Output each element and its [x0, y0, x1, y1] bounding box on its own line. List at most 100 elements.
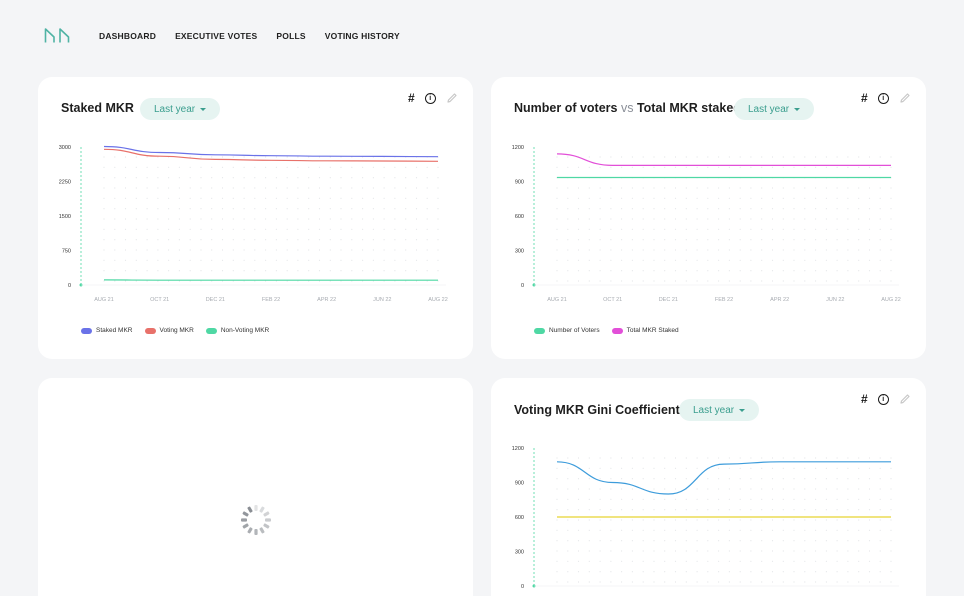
grid-dot	[664, 249, 666, 251]
grid-dot	[329, 166, 331, 168]
grid-dot	[588, 457, 590, 459]
nav-executive-votes[interactable]: EXECUTIVE VOTES	[175, 31, 258, 41]
grid-dot	[577, 540, 580, 542]
grid-dot	[761, 187, 763, 189]
grid-dot	[275, 156, 277, 158]
maker-logo[interactable]	[44, 27, 70, 44]
grid-dot	[707, 540, 709, 542]
grid-dot	[750, 197, 752, 199]
grid-dot	[577, 280, 580, 282]
grid-dot	[664, 519, 666, 521]
grid-dot	[642, 228, 644, 230]
grid-dot	[405, 208, 407, 210]
grid-dot	[728, 228, 730, 230]
grid-dot	[642, 478, 644, 480]
legend-item[interactable]: Non-Voting MKR	[205, 327, 269, 334]
grid-dot	[135, 259, 137, 261]
grid-dots	[103, 156, 439, 282]
grid-dot	[567, 550, 569, 552]
grid-dot	[103, 156, 105, 158]
legend-item[interactable]: Staked MKR	[81, 327, 133, 334]
grid-dot	[124, 239, 127, 241]
time-range-dropdown[interactable]: Last year	[140, 98, 221, 120]
nav-voting-history[interactable]: VOTING HISTORY	[324, 31, 400, 41]
grid-dot	[868, 467, 871, 469]
grid-dot	[567, 498, 569, 500]
legend-item[interactable]: Number of Voters	[534, 327, 600, 334]
grid-dot	[653, 187, 655, 189]
grid-dot	[329, 218, 331, 220]
grid-dot	[631, 529, 633, 531]
info-icon[interactable]: i	[424, 92, 436, 104]
grid-dot	[728, 166, 730, 168]
grid-dot	[685, 280, 687, 282]
grid-dot	[804, 571, 806, 573]
nav-dashboard[interactable]: DASHBOARD	[99, 31, 157, 41]
grid-dot	[771, 529, 774, 531]
info-icon[interactable]: i	[877, 92, 889, 104]
grid-dot	[567, 467, 569, 469]
pencil-icon[interactable]	[899, 92, 911, 104]
grid-dot	[685, 478, 687, 480]
grid-dot	[793, 249, 795, 251]
grid-dot	[847, 488, 849, 490]
grid-dot	[685, 239, 687, 241]
grid-dot	[415, 270, 418, 272]
grid-dot	[847, 529, 849, 531]
grid-dot	[825, 467, 827, 469]
grid-dot	[621, 187, 623, 189]
info-icon[interactable]: i	[877, 393, 889, 405]
grid-dot	[631, 467, 633, 469]
grid-dot	[793, 509, 795, 511]
hash-toggle-button[interactable]: #	[861, 91, 868, 105]
grid-dot	[718, 560, 720, 562]
grid-dot	[232, 259, 234, 261]
grid-dot	[707, 239, 709, 241]
legend-item[interactable]: Total MKR Staked	[611, 327, 679, 334]
grid-dot	[610, 560, 612, 562]
grid-dot	[124, 218, 127, 220]
grid-dot	[771, 197, 774, 199]
grid-dot	[793, 571, 795, 573]
grid-dot	[696, 581, 698, 583]
x-tick-label: APR 22	[770, 297, 789, 303]
grid-dot	[674, 239, 677, 241]
grid-dot	[815, 457, 817, 459]
nav-polls[interactable]: POLLS	[276, 31, 306, 41]
grid-dot	[372, 197, 374, 199]
grid-dot	[275, 249, 277, 251]
grid-dot	[750, 239, 752, 241]
grid-dot	[168, 270, 170, 272]
time-range-dropdown[interactable]: Last year	[679, 399, 760, 421]
grid-dot	[728, 509, 730, 511]
grid-dot	[685, 228, 687, 230]
time-range-dropdown[interactable]: Last year	[734, 98, 815, 120]
pencil-icon[interactable]	[446, 92, 458, 104]
hash-toggle-button[interactable]: #	[861, 392, 868, 406]
grid-dot	[221, 208, 224, 210]
grid-dot	[825, 218, 827, 220]
grid-dot	[621, 156, 623, 158]
grid-dot	[750, 498, 752, 500]
grid-dot	[588, 540, 590, 542]
grid-dot	[858, 457, 860, 459]
legend-label: Total MKR Staked	[626, 327, 679, 334]
grid-dot	[728, 550, 730, 552]
y-tick-label: 900	[515, 180, 524, 186]
grid-dot	[567, 187, 569, 189]
grid-dot	[351, 249, 353, 251]
grid-dot	[890, 280, 892, 282]
grid-dot	[599, 259, 601, 261]
grid-dot	[103, 249, 105, 251]
caret-down-icon	[794, 107, 801, 111]
grid-dot	[879, 218, 881, 220]
grid-dot	[340, 218, 342, 220]
grid-dot	[782, 218, 784, 220]
grid-dot	[631, 228, 633, 230]
grid-dot	[836, 467, 838, 469]
pencil-icon[interactable]	[899, 393, 911, 405]
grid-dot	[556, 187, 558, 189]
legend-item[interactable]: Voting MKR	[144, 327, 194, 334]
grid-dot	[394, 208, 396, 210]
hash-toggle-button[interactable]: #	[408, 91, 415, 105]
